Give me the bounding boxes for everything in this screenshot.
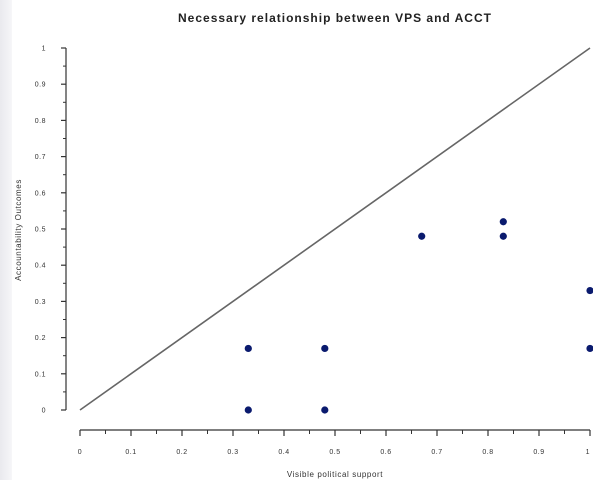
y-tick-label: 0.2	[35, 335, 46, 342]
data-point	[586, 344, 593, 353]
y-tick-label: 0.6	[35, 190, 46, 197]
data-point	[321, 406, 329, 414]
data-point	[418, 232, 426, 240]
chart-title: Necessary relationship between VPS and A…	[178, 11, 492, 25]
y-tick-label: 0.3	[35, 299, 46, 306]
y-tick-label: 1	[42, 46, 46, 53]
x-tick-label: 0	[78, 449, 82, 456]
y-tick-label: 0.7	[35, 154, 46, 161]
axes: 0 0.1 0.2 0.3 0.4 0.5 0.6 0.7 0.8 0.9 1 0 0.1 0.2 0.3 0…	[35, 46, 591, 456]
diagonal-reference-line	[79, 47, 591, 411]
data-point	[586, 286, 593, 295]
x-tick-label: 0.7	[431, 449, 442, 456]
data-point	[499, 218, 507, 226]
x-tick-label: 0.8	[482, 449, 493, 456]
y-tick-label: 0.5	[35, 227, 46, 234]
x-tick-label: 1	[586, 449, 590, 456]
x-tick-label: 0.5	[329, 449, 340, 456]
y-tick-label: 0.9	[35, 82, 46, 89]
x-tick-label: 0.6	[380, 449, 391, 456]
x-tick-label: 0.3	[227, 449, 238, 456]
x-tick-label: 0.9	[533, 449, 544, 456]
left-margin-strip	[0, 0, 12, 480]
data-point	[499, 232, 507, 240]
data-point	[244, 406, 252, 414]
x-tick-label: 0.2	[176, 449, 187, 456]
x-axis-title: Visible political support	[287, 470, 383, 479]
y-tick-label: 0	[42, 408, 46, 415]
data-point	[321, 344, 329, 353]
chart-marks	[79, 47, 593, 414]
y-axis-title: Accountability Outcomes	[14, 179, 23, 281]
x-tick-label: 0.4	[278, 449, 289, 456]
y-tick-label: 0.4	[35, 263, 46, 270]
y-tick-label: 0.1	[35, 371, 46, 378]
data-point	[244, 344, 252, 353]
x-tick-label: 0.1	[125, 449, 136, 456]
y-tick-label: 0.8	[35, 118, 46, 125]
